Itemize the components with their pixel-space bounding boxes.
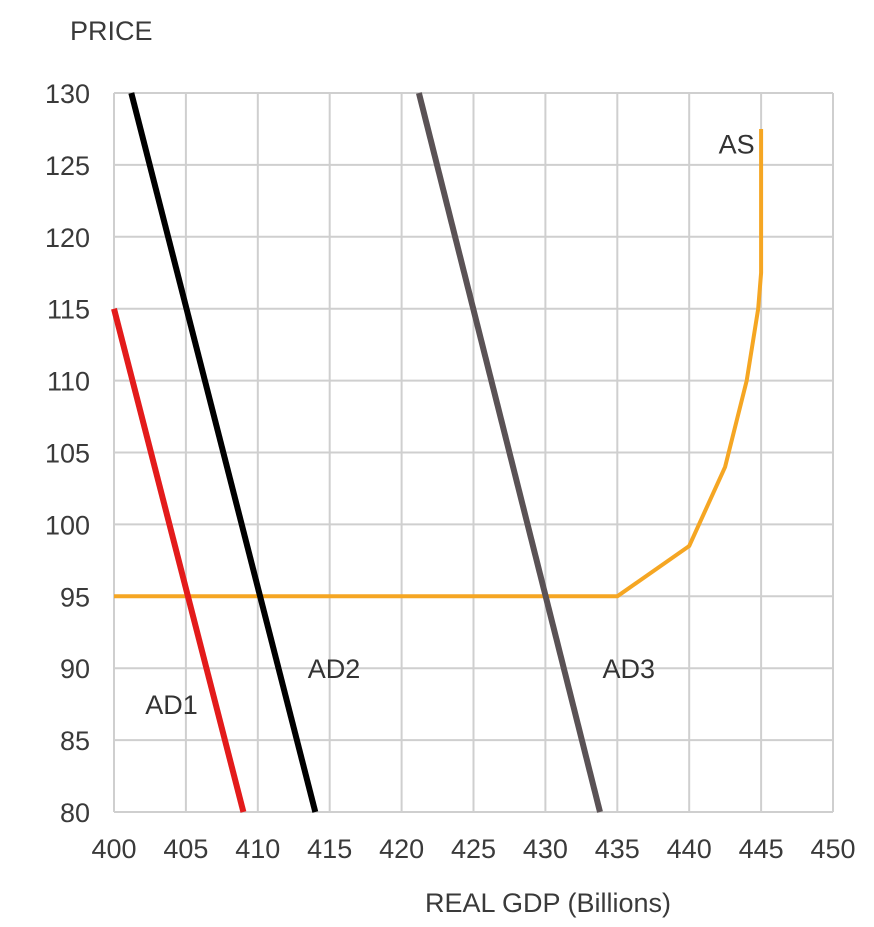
series-label-as: AS: [719, 129, 755, 159]
y-tick-labels: 80 85 90 95 100 105 110 115 120 125 130: [45, 79, 90, 828]
series-line-as: [114, 129, 764, 599]
series-line-ad3: [415, 92, 603, 813]
x-tick-label: 435: [595, 834, 640, 864]
x-tick-label: 450: [810, 834, 855, 864]
y-axis-title: PRICE: [70, 16, 153, 46]
grid: [113, 92, 834, 813]
y-tick-label: 105: [45, 439, 90, 469]
y-tick-label: 130: [45, 79, 90, 109]
series-labels: AD1 AD2 AD3 AS: [145, 129, 754, 720]
y-tick-label: 85: [60, 726, 90, 756]
y-tick-label: 95: [60, 582, 90, 612]
y-tick-label: 120: [45, 223, 90, 253]
x-tick-label: 420: [379, 834, 424, 864]
x-tick-labels: 400 405 410 415 420 425 430 435 440 445 450: [91, 834, 855, 864]
x-tick-label: 415: [307, 834, 352, 864]
x-tick-label: 400: [91, 834, 136, 864]
x-tick-label: 410: [235, 834, 280, 864]
x-tick-label: 440: [667, 834, 712, 864]
series-label-ad1: AD1: [145, 690, 198, 720]
x-tick-label: 425: [451, 834, 496, 864]
x-tick-label: 430: [523, 834, 568, 864]
y-tick-label: 125: [45, 151, 90, 181]
y-tick-label: 110: [47, 367, 90, 397]
x-axis-title: REAL GDP (Billions): [425, 888, 671, 918]
y-tick-label: 80: [60, 798, 90, 828]
y-tick-label: 100: [45, 510, 90, 540]
series-line-ad1: [111, 307, 247, 813]
y-tick-label: 90: [60, 654, 90, 684]
series-label-ad2: AD2: [308, 654, 361, 684]
series-label-ad3: AD3: [603, 654, 656, 684]
x-tick-label: 445: [739, 834, 784, 864]
x-tick-label: 405: [163, 834, 208, 864]
y-tick-label: 115: [47, 295, 90, 325]
series-line-ad2: [128, 92, 319, 813]
series-lines: [111, 92, 764, 813]
